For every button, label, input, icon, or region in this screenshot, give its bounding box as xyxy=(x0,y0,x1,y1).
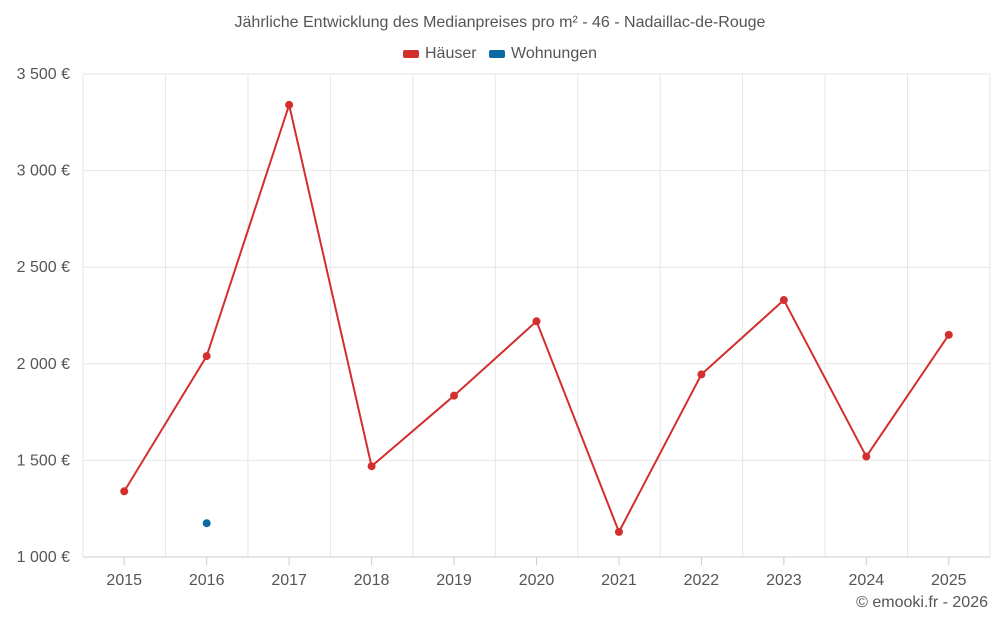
x-tick-label: 2021 xyxy=(601,572,637,589)
data-point-houses xyxy=(285,100,294,109)
y-tick-label: 3 500 € xyxy=(17,66,70,83)
x-tick-label: 2018 xyxy=(354,572,390,589)
legend: Häuser Wohnungen xyxy=(0,45,1000,63)
x-tick-label: 2025 xyxy=(931,572,967,589)
x-tick-label: 2024 xyxy=(849,572,885,589)
data-point-houses xyxy=(120,487,129,496)
data-point-houses xyxy=(779,296,788,305)
data-point-apartments xyxy=(202,519,211,528)
legend-item-houses[interactable]: Häuser xyxy=(402,45,477,63)
data-point-houses xyxy=(862,452,871,461)
y-tick-label: 3 000 € xyxy=(17,163,70,180)
data-point-houses xyxy=(944,330,953,339)
x-tick-label: 2015 xyxy=(106,572,142,589)
data-point-houses xyxy=(697,370,706,379)
y-tick-label: 1 000 € xyxy=(17,549,70,566)
x-tick-label: 2020 xyxy=(519,572,555,589)
x-tick-label: 2022 xyxy=(684,572,720,589)
y-tick-label: 2 000 € xyxy=(17,356,70,373)
credit-text: © emooki.fr - 2026 xyxy=(856,594,988,611)
legend-label-houses: Häuser xyxy=(424,45,477,62)
x-tick-label: 2023 xyxy=(766,572,802,589)
legend-item-apartments[interactable]: Wohnungen xyxy=(489,45,597,63)
data-point-houses xyxy=(202,352,211,361)
data-point-houses xyxy=(367,462,376,471)
x-tick-label: 2017 xyxy=(271,572,307,589)
chart-title: Jährliche Entwicklung des Medianpreises … xyxy=(234,14,766,31)
data-point-houses xyxy=(450,391,459,400)
y-tick-label: 2 500 € xyxy=(17,259,70,276)
data-point-houses xyxy=(614,527,623,536)
y-tick-label: 1 500 € xyxy=(17,452,70,469)
legend-label-apartments: Wohnungen xyxy=(511,45,598,62)
data-point-houses xyxy=(532,317,541,326)
legend-swatch-houses xyxy=(402,50,419,58)
legend-swatch-apartments xyxy=(489,50,506,58)
x-tick-label: 2019 xyxy=(436,572,472,589)
x-tick-label: 2016 xyxy=(189,572,225,589)
